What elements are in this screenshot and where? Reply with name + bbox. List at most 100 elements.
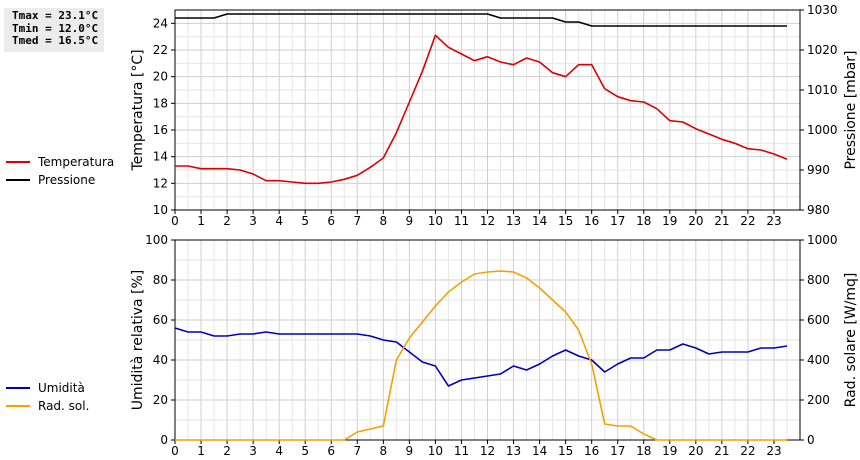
x-tick-label: 17 <box>610 444 625 458</box>
x-tick-label: 18 <box>636 214 651 228</box>
y2-tick-label: 980 <box>807 203 830 217</box>
legend-item-pressione: Pressione <box>6 171 114 189</box>
x-tick-label: 15 <box>558 444 573 458</box>
y-axis-label: Temperatura [°C] <box>130 49 146 171</box>
legend-swatch-temperatura <box>6 161 30 163</box>
series-line-umidit <box>174 327 788 387</box>
y-tick-label: 20 <box>153 393 168 407</box>
legend-bottom: Umidità Rad. sol. <box>6 379 89 415</box>
x-tick-label: 19 <box>662 444 677 458</box>
x-tick-label: 1 <box>197 444 205 458</box>
x-tick-label: 20 <box>688 444 703 458</box>
legend-swatch-umidita <box>6 387 30 389</box>
x-tick-label: 16 <box>584 444 599 458</box>
x-tick-label: 5 <box>301 214 309 228</box>
x-tick-label: 15 <box>558 214 573 228</box>
x-tick-label: 7 <box>353 444 361 458</box>
x-tick-label: 11 <box>454 214 469 228</box>
x-tick-label: 5 <box>301 444 309 458</box>
legend-label-pressione: Pressione <box>38 173 96 187</box>
y2-tick-label: 800 <box>807 273 830 287</box>
y2-axis-label: Pressione [mbar] <box>843 50 859 169</box>
y-tick-label: 20 <box>153 70 168 84</box>
y-tick-label: 24 <box>153 16 168 30</box>
stats-box: Tmax = 23.1°C Tmin = 12.0°C Tmed = 16.5°… <box>4 8 104 52</box>
y-tick-label: 12 <box>153 176 168 190</box>
legend-label-temperatura: Temperatura <box>38 155 115 169</box>
x-tick-label: 6 <box>327 444 335 458</box>
x-tick-label: 3 <box>249 214 257 228</box>
y-tick-label: 80 <box>153 273 168 287</box>
y2-tick-label: 0 <box>807 433 815 447</box>
y-tick-label: 10 <box>153 203 168 217</box>
y2-tick-label: 600 <box>807 313 830 327</box>
x-tick-label: 18 <box>636 444 651 458</box>
legend-item-temperatura: Temperatura <box>6 153 114 171</box>
x-tick-label: 9 <box>406 444 414 458</box>
x-tick-label: 14 <box>532 444 547 458</box>
x-tick-label: 17 <box>610 214 625 228</box>
y2-tick-label: 1010 <box>807 83 838 97</box>
x-tick-label: 21 <box>714 444 729 458</box>
x-tick-label: 21 <box>714 214 729 228</box>
x-tick-label: 23 <box>766 214 781 228</box>
x-tick-label: 11 <box>454 444 469 458</box>
legend-swatch-pressione <box>6 179 30 181</box>
y2-tick-label: 1030 <box>807 3 838 17</box>
x-tick-label: 7 <box>353 214 361 228</box>
series-line-temperatura <box>175 34 788 185</box>
series-line-rad-sol <box>175 270 787 441</box>
y2-tick-label: 400 <box>807 353 830 367</box>
x-tick-label: 23 <box>766 444 781 458</box>
y-tick-label: 40 <box>153 353 168 367</box>
y-tick-label: 16 <box>153 123 168 137</box>
y-tick-label: 14 <box>153 150 168 164</box>
legend-label-umidita: Umidità <box>38 381 85 395</box>
y2-tick-label: 1020 <box>807 43 838 57</box>
x-tick-label: 0 <box>171 444 179 458</box>
x-tick-label: 13 <box>506 214 521 228</box>
x-tick-label: 16 <box>584 214 599 228</box>
x-tick-label: 9 <box>406 214 414 228</box>
x-tick-label: 20 <box>688 214 703 228</box>
x-tick-label: 1 <box>197 214 205 228</box>
x-tick-label: 12 <box>480 214 495 228</box>
x-tick-label: 10 <box>428 214 443 228</box>
y-tick-label: 100 <box>145 233 168 247</box>
chart-1: 0 1 2 3 4 5 6 7 8 9 10 11 12 13 14 15 16 17 18 19 20 21 22 2302… <box>130 233 859 458</box>
x-tick-label: 14 <box>532 214 547 228</box>
x-tick-label: 22 <box>740 214 755 228</box>
legend-swatch-radsol <box>6 405 30 407</box>
x-tick-label: 19 <box>662 214 677 228</box>
y-axis-label: Umidità relativa [%] <box>130 270 146 411</box>
y-tick-label: 22 <box>153 43 168 57</box>
x-tick-label: 0 <box>171 214 179 228</box>
tmax-label: Tmax = 23.1°C <box>12 9 99 22</box>
x-tick-label: 10 <box>428 444 443 458</box>
legend-top: Temperatura Pressione <box>6 153 114 189</box>
x-tick-label: 3 <box>249 444 257 458</box>
tmed-label: Tmed = 16.5°C <box>12 34 99 47</box>
chart-0: 0 1 2 3 4 5 6 7 8 9 10 11 12 13 14 15 16 17 18 19 20 21 22 2310… <box>130 3 859 228</box>
x-tick-label: 13 <box>506 444 521 458</box>
x-tick-label: 6 <box>327 214 335 228</box>
y-tick-label: 18 <box>153 96 168 110</box>
y2-tick-label: 1000 <box>807 123 838 137</box>
x-tick-label: 8 <box>380 444 388 458</box>
x-tick-label: 4 <box>275 444 283 458</box>
y2-tick-label: 990 <box>807 163 830 177</box>
x-tick-label: 2 <box>223 444 231 458</box>
y2-axis-label: Rad. solare [W/mq] <box>843 273 859 408</box>
legend-item-umidita: Umidità <box>6 379 89 397</box>
x-tick-label: 22 <box>740 444 755 458</box>
legend-label-radsol: Rad. sol. <box>38 399 90 413</box>
y-tick-label: 60 <box>153 313 168 327</box>
x-tick-label: 12 <box>480 444 495 458</box>
x-tick-label: 2 <box>223 214 231 228</box>
x-tick-label: 8 <box>380 214 388 228</box>
y2-tick-label: 1000 <box>807 233 838 247</box>
tmin-label: Tmin = 12.0°C <box>12 21 99 35</box>
x-tick-label: 4 <box>275 214 283 228</box>
y-tick-label: 0 <box>160 433 168 447</box>
